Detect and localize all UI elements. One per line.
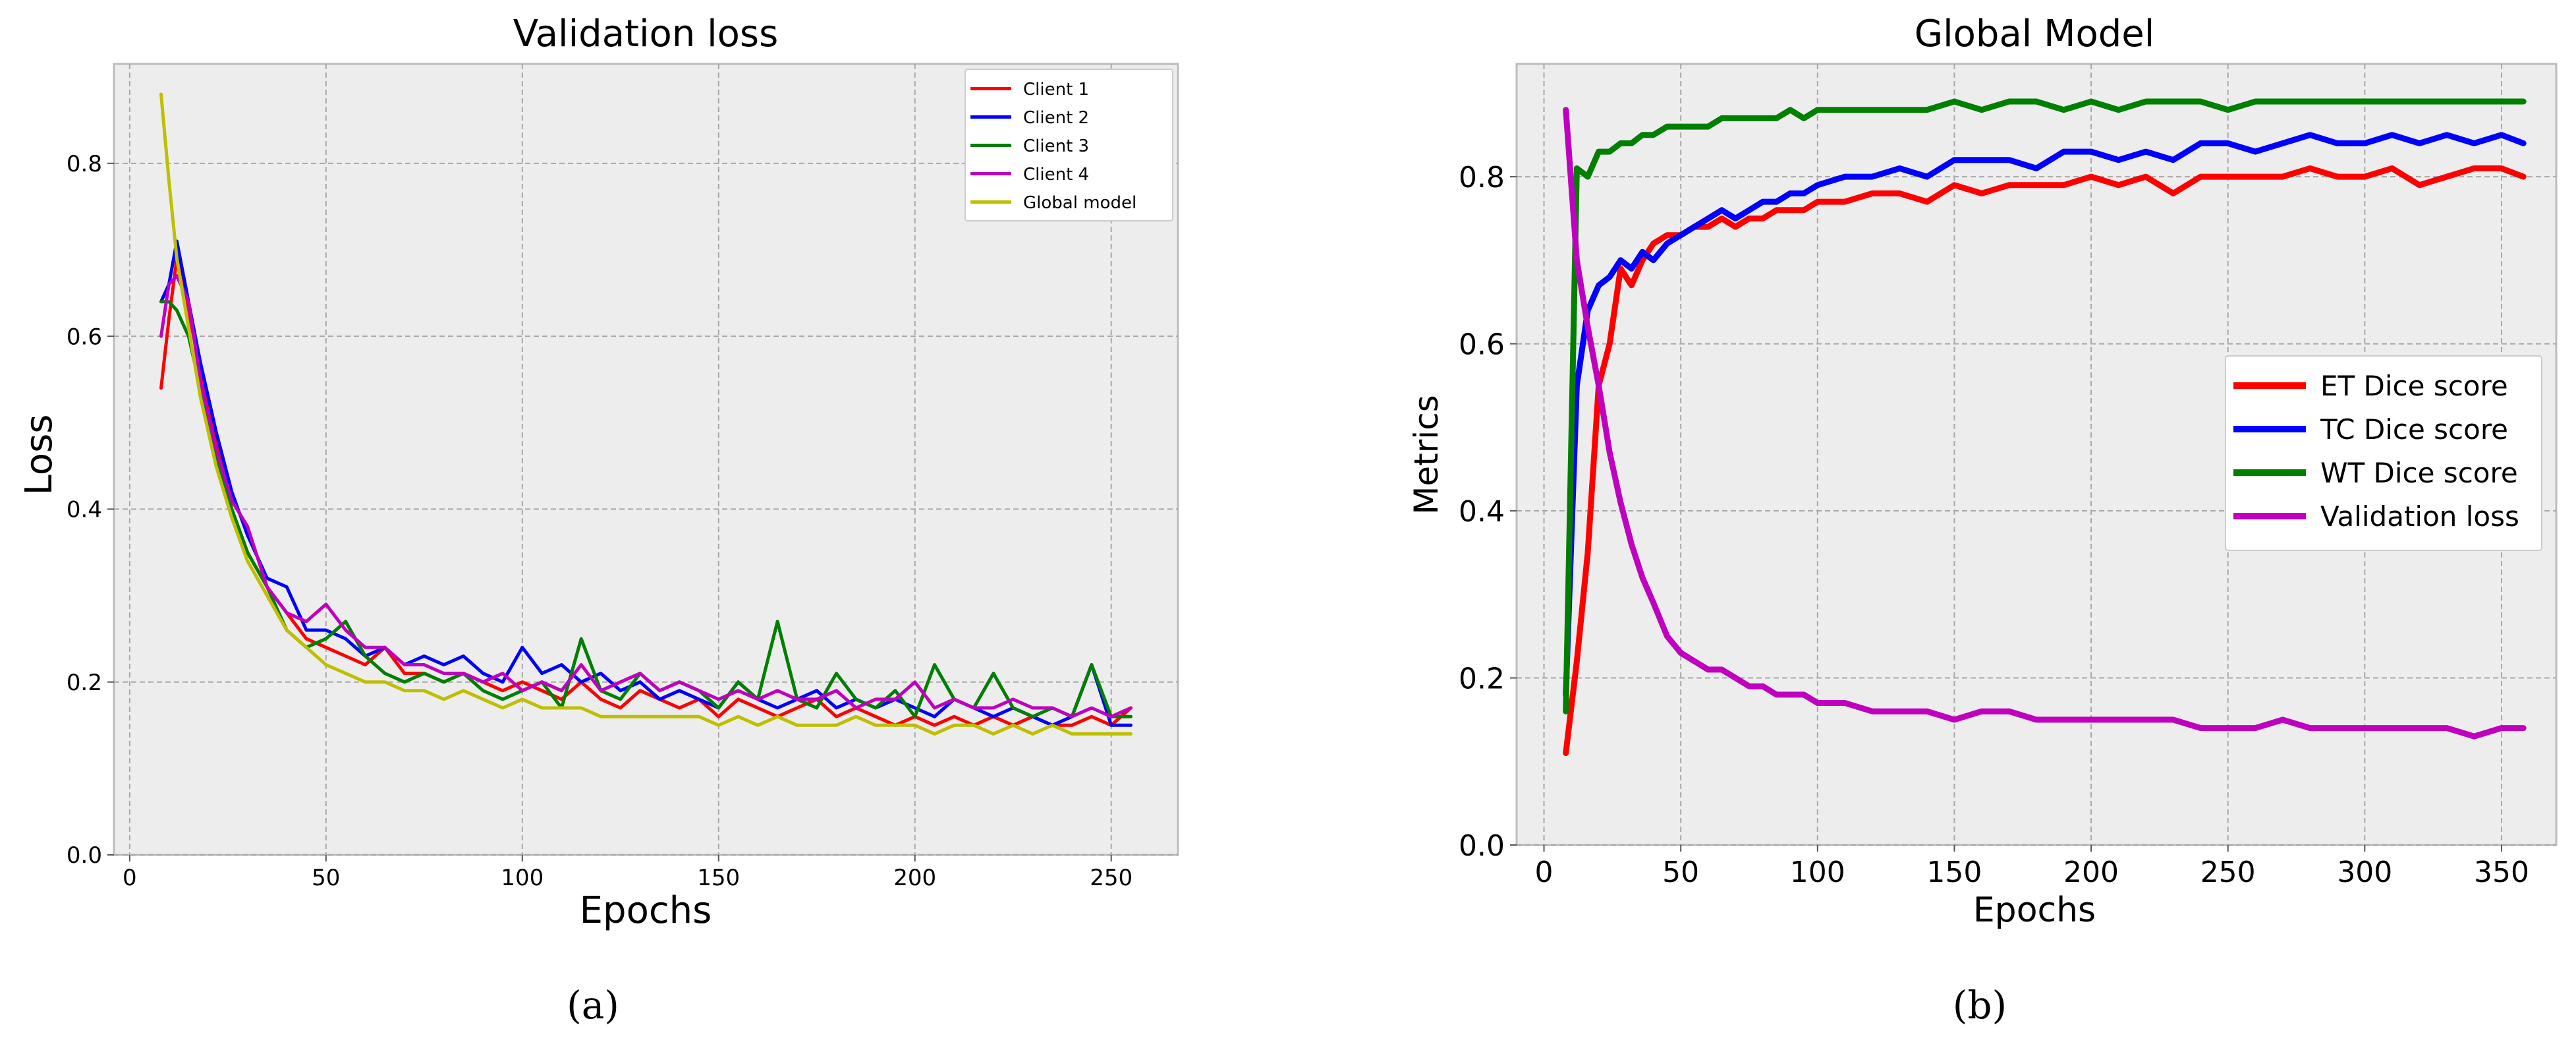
- x-axis-label-a: Epochs: [580, 889, 712, 932]
- x-tick-label: 200: [2063, 856, 2119, 889]
- legend-entry-label: ET Dice score: [2320, 370, 2508, 402]
- x-tick-label: 350: [2474, 856, 2529, 889]
- series-lines-b: [1563, 98, 2527, 757]
- x-tick-label: 100: [1790, 856, 1845, 889]
- legend-box: [965, 69, 1173, 221]
- y-tick-label: 0.6: [67, 324, 102, 350]
- x-tick-label: 250: [1090, 865, 1133, 891]
- y-tick-label: 0.2: [1459, 662, 1505, 695]
- tick-labels-a: 0 50 100 150 200 250 0.0 0.2 0.4 0.6 0.8: [67, 151, 1133, 891]
- x-tick-label: 50: [1662, 856, 1699, 889]
- series-line-wt-dice-score: [1563, 98, 2527, 715]
- x-tick-label: 250: [2200, 856, 2256, 889]
- legend-entry-label: Client 3: [1023, 136, 1089, 156]
- y-axis-label-b: Metrics: [1407, 395, 1445, 515]
- grid-a: [114, 64, 1178, 856]
- series-line-client-4: [159, 274, 1133, 718]
- chart-validation-loss: 0 50 100 150 200 250 0.0 0.2 0.4 0.6 0.8 Validatio…: [18, 13, 1179, 1028]
- y-tick-label: 0.0: [1459, 829, 1505, 863]
- x-tick-label: 0: [1535, 856, 1554, 889]
- panel-label-a: (a): [567, 983, 619, 1028]
- y-tick-label: 0.6: [1459, 328, 1505, 361]
- legend-entry-label: WT Dice score: [2320, 457, 2518, 489]
- x-tick-label: 200: [893, 865, 936, 891]
- x-tick-label: 150: [697, 865, 740, 891]
- legend-b: ET Dice score TC Dice score WT Dice score V…: [2225, 355, 2542, 551]
- series-lines-a: [159, 92, 1133, 736]
- x-tick-label: 150: [1926, 856, 1982, 889]
- panel-label-b: (b): [1953, 983, 2007, 1028]
- chart-title-b: Global Model: [1915, 13, 2155, 55]
- legend-entry-label: TC Dice score: [2320, 413, 2508, 446]
- x-tick-label: 0: [123, 865, 137, 891]
- legend-a: Client 1 Client 2 Client 3 Client 4 Global m…: [965, 69, 1173, 221]
- tick-labels-b: 0 50 100 150 200 250 300 350 0.0 0.2 0.4 0.6 0.8: [1459, 161, 2529, 889]
- series-line-validation-loss: [1563, 107, 2527, 740]
- legend-entry-label: Validation loss: [2320, 500, 2519, 533]
- y-tick-label: 0.4: [1459, 495, 1505, 529]
- legend-box: [2225, 355, 2542, 551]
- series-line-global-model: [159, 92, 1133, 736]
- y-tick-label: 0.0: [67, 842, 102, 869]
- x-axis-label-b: Epochs: [1973, 890, 2096, 930]
- y-tick-label: 0.8: [67, 151, 102, 177]
- x-tick-label: 50: [312, 865, 340, 891]
- x-tick-label: 100: [501, 865, 544, 891]
- x-tick-label: 300: [2337, 856, 2392, 889]
- legend-entry-label: Client 2: [1023, 108, 1089, 128]
- chart-global-model: 0 50 100 150 200 250 300 350 0.0 0.2 0.4 0.6 0.8 Glo…: [1407, 13, 2558, 1028]
- legend-entry-label: Global model: [1023, 193, 1136, 213]
- chart-title-a: Validation loss: [513, 13, 779, 55]
- y-axis-label-a: Loss: [18, 415, 61, 496]
- legend-entry-label: Client 1: [1023, 80, 1089, 100]
- series-line-et-dice-score: [1563, 165, 2527, 757]
- y-tick-label: 0.4: [67, 497, 102, 523]
- legend-entry-label: Client 4: [1023, 165, 1089, 185]
- y-tick-label: 0.2: [67, 670, 102, 696]
- series-line-tc-dice-score: [1563, 132, 2527, 698]
- y-tick-label: 0.8: [1459, 161, 1505, 194]
